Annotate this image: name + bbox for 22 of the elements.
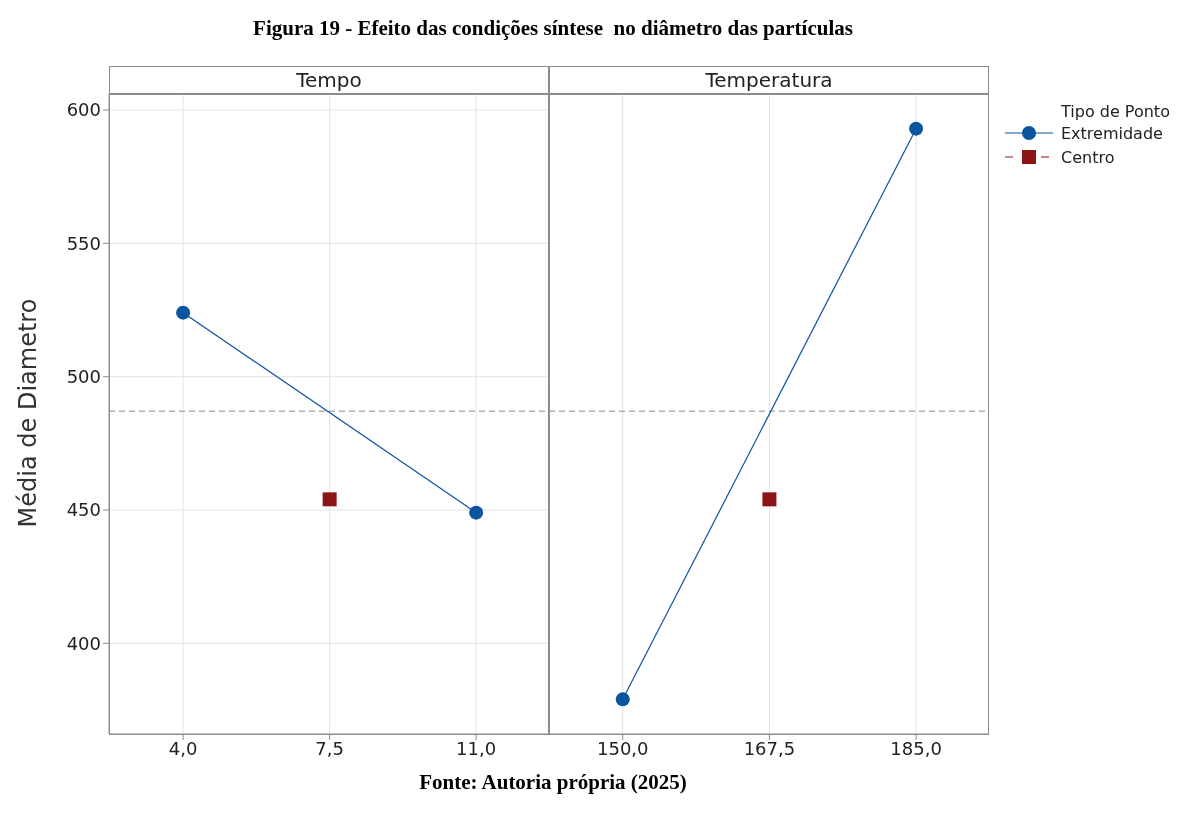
x-tick-label: 167,5	[743, 737, 796, 759]
x-tick-label: 150,0	[596, 737, 649, 759]
y-tick-label: 500	[66, 366, 101, 388]
y-tick-label: 450	[66, 499, 101, 521]
y-axis-title: Média de Diametro	[14, 297, 42, 530]
source-note: Fonte: Autoria própria (2025)	[418, 770, 688, 795]
y-tick-label: 550	[66, 232, 101, 254]
legend-label: Extremidade	[1061, 123, 1163, 143]
y-tick-label: 400	[66, 632, 101, 654]
text: Figura 19 - Efeito das condições síntese no diâmetro das partículas	[252, 16, 854, 41]
point	[322, 492, 337, 507]
y-tick-label: 600	[66, 99, 101, 121]
chart-title: Tempo	[296, 68, 362, 92]
x-tick-label: 4,0	[168, 737, 198, 759]
legend-label: Centro	[1061, 147, 1115, 167]
point	[176, 305, 191, 320]
legend-title: Tipo de Ponto	[1061, 102, 1170, 121]
x-tick-label: 11,0	[456, 737, 497, 759]
x-tick-label: 7,5	[315, 737, 344, 759]
point	[469, 505, 484, 520]
x-tick-label: 185,0	[890, 737, 942, 759]
chart-title: Temperatura	[705, 68, 833, 92]
